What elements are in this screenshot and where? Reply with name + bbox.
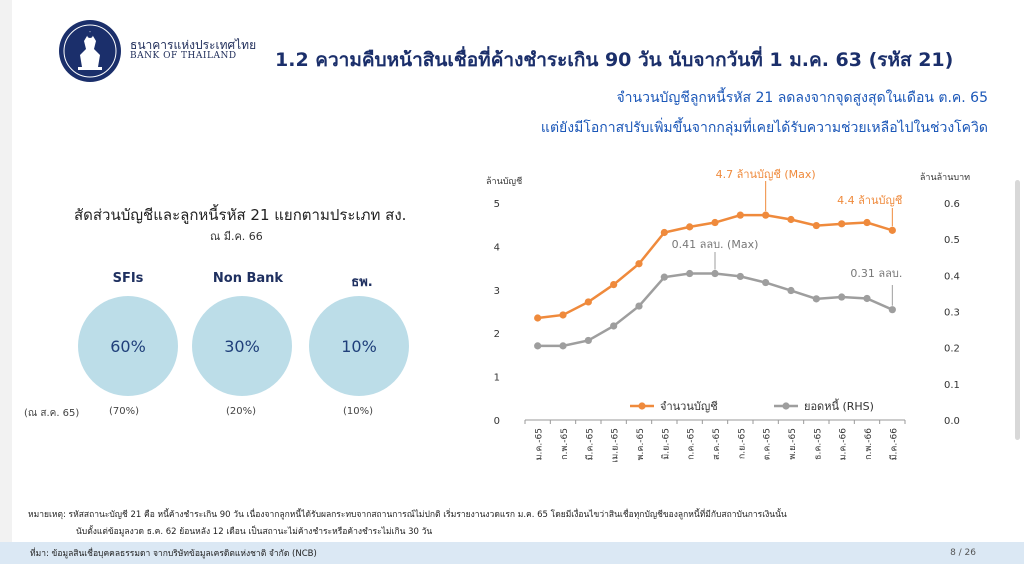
left-axis-title: ล้านบัญชี [486,176,522,187]
share-value: 60% [110,336,146,356]
footnote-line-2: นับตั้งแต่ข้อมูลงวด ธ.ค. 62 ย้อนหลัง 12 … [76,527,433,537]
debt-series-line [537,272,893,348]
prev-share-non-bank: (20%) [226,406,257,417]
debt-data-point [762,278,770,287]
accounts-data-point [736,211,744,219]
right-tick-label: 0.2 [944,344,960,355]
accounts-data-point [812,221,820,230]
share-circle-sfis: 60% [78,296,178,396]
accounts-data-point [787,215,795,224]
x-tick-label: ก.พ.-65 [560,428,570,460]
slide-title: 1.2 ความคืบหน้าสินเชื่อที่ค้างชำระเกิน 9… [275,49,954,71]
right-tick-label: 0.4 [944,271,960,282]
right-tick-label: 0.5 [944,235,960,246]
x-tick-label: มี.ค.-66 [888,428,899,461]
debt-data-point [812,295,820,303]
accounts-data-point [660,228,668,237]
debt-data-point [660,273,668,281]
footnote-line-1: หมายเหตุ: รหัสสถานะบัญชี 21 คือ หนี้ค้าง… [28,510,787,520]
debt-data-point [888,306,896,314]
scrollbar[interactable] [1015,180,1020,440]
subtitle-line-2: แต่ยังมีโอกาสปรับเพิ่มขึ้นจากกลุ่มที่เคย… [540,120,988,136]
bot-logo [59,20,121,82]
debt-data-point [534,342,542,350]
debt-data-point [635,302,643,310]
subtitle-line-1: จำนวนบัญชีลูกหนี้รหัส 21 ลดลงจากจุดสูงสุ… [616,90,988,106]
left-tick-label: 0 [494,416,500,427]
x-tick-label: ม.ค.-65 [535,428,545,460]
debt-data-point [838,293,846,301]
debt-data-point [711,269,719,278]
right-tick-label: 0.3 [944,308,960,319]
debt-data-point [610,322,618,330]
page-number: 8 / 26 [950,548,976,558]
left-tick-label: 5 [494,199,500,210]
x-tick-label: ธ.ค.-65 [813,428,823,460]
prev-period-label: (ณ ส.ค. 65) [24,408,80,419]
source-note: ที่มา: ข้อมูลสินเชื่อบุคคลธรรมดา จากบริษ… [30,549,317,559]
accounts-data-point [762,211,770,219]
x-tick-label: มิ.ย.-65 [660,428,671,460]
x-tick-label: ต.ค.-65 [763,428,773,460]
annotation-debt-max: 0.41 ลลบ. (Max) [672,238,759,251]
proportion-title: สัดส่วนบัญชีและลูกหนี้รหัส 21 แยกตามประเ… [74,206,407,224]
accounts-data-point [534,314,542,322]
x-tick-label: ก.พ.-66 [864,428,874,460]
right-tick-label: 0.1 [944,380,960,391]
share-circle-commercial-bank: 10% [309,296,409,396]
window-edge [0,0,12,564]
accounts-data-point [838,220,846,228]
x-tick-label: มี.ค.-65 [584,428,595,460]
x-tick-label: ม.ค.-66 [839,428,849,461]
delinquency-line-chart: ล้านบัญชี ล้านล้านบาท 0 1 2 3 4 5 0.0 0.1 0.2 0.3 0.… [486,168,970,463]
x-tick-label: ก.ค.-65 [687,428,697,460]
debt-data-point [787,286,795,295]
debt-data-point [863,294,871,303]
debt-data-point [736,272,744,281]
debt-data-point [686,269,694,278]
accounts-data-point [610,280,618,289]
category-commercial-bank: ธพ. [351,275,373,290]
category-sfis: SFIs [112,271,144,286]
accounts-data-point [711,218,719,227]
left-tick-label: 4 [494,242,500,253]
accounts-data-point [559,311,567,319]
legend-debt-label: ยอดหนี้ (RHS) [804,398,874,413]
right-axis-title: ล้านล้านบาท [920,172,970,183]
x-tick-label: เม.ย.-65 [611,428,621,463]
annotation-accounts-latest: 4.4 ล้านบัญชี [837,194,902,207]
share-value: 10% [341,336,377,356]
x-tick-label: พ.ค.-65 [636,428,646,460]
x-tick-label: ส.ค.-65 [712,428,722,460]
annotation-accounts-max: 4.7 ล้านบัญชี (Max) [716,168,816,181]
debt-data-point [559,342,567,350]
x-tick-label: ก.ย.-65 [737,428,747,459]
accounts-data-point [635,260,643,268]
proportion-date: ณ มี.ค. 66 [210,230,263,243]
bank-name-th: ธนาคารแห่งประเทศไทย [130,38,257,52]
debt-data-point [584,336,592,345]
bank-name-en: BANK OF THAILAND [130,51,237,61]
legend-accounts-label: จำนวนบัญชี [660,400,718,413]
share-circle-non-bank: 30% [192,296,292,396]
footer-bar [0,542,1024,564]
left-tick-label: 3 [494,286,500,297]
category-non-bank: Non Bank [212,271,284,286]
legend-debt-marker [782,402,790,410]
legend-accounts-marker [638,402,646,410]
accounts-data-point [686,223,694,231]
share-value: 30% [224,336,260,356]
left-tick-label: 2 [494,329,500,340]
accounts-data-point [888,226,896,234]
accounts-data-point [863,218,871,227]
prev-share-sfis: (70%) [109,406,140,417]
prev-share-commercial-bank: (10%) [343,406,374,417]
left-tick-label: 1 [494,373,500,384]
right-tick-label: 0.6 [944,199,960,210]
right-tick-label: 0.0 [944,416,960,427]
accounts-data-point [584,298,592,306]
annotation-debt-latest: 0.31 ลลบ. [850,267,902,280]
x-tick-label: พ.ย.-65 [788,428,798,460]
